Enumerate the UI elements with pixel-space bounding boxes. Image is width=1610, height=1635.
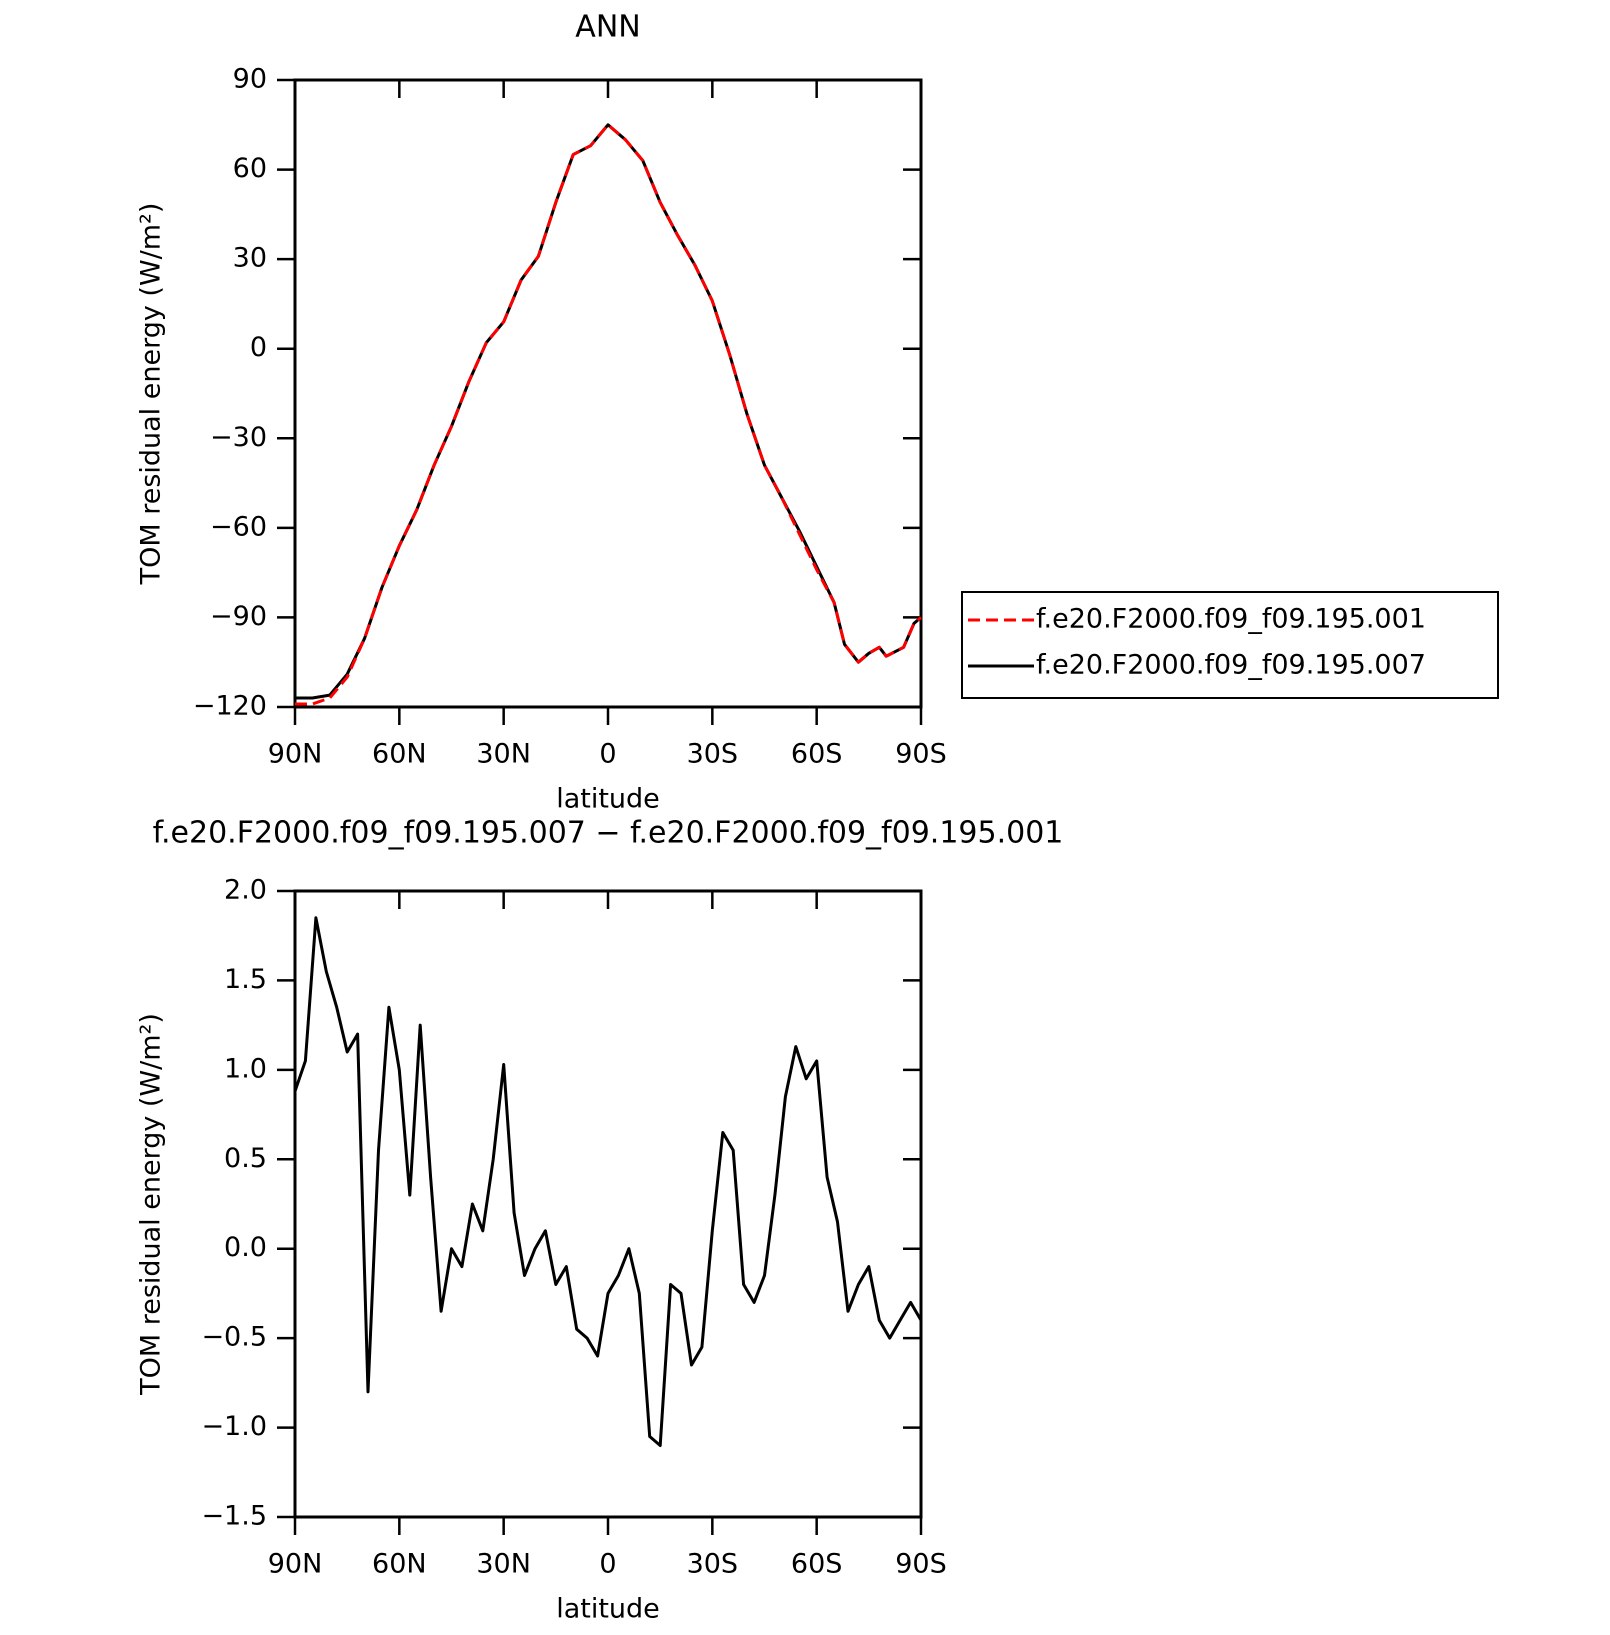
chart-title: f.e20.F2000.f09_f09.195.007 − f.e20.F200… <box>153 816 1064 851</box>
x-tick-label: 30N <box>476 1549 531 1580</box>
x-tick-label: 60S <box>791 739 843 770</box>
x-tick-label: 60N <box>372 1549 427 1580</box>
legend-box <box>961 591 1499 699</box>
y-tick-label: 0.0 <box>224 1232 267 1263</box>
data-line <box>295 123 922 700</box>
x-axis-label: latitude <box>556 784 660 815</box>
y-tick-label: 2.0 <box>224 875 267 906</box>
y-tick-label: 60 <box>233 153 267 184</box>
x-tick-label: 60N <box>372 739 427 770</box>
y-tick-label: 0.5 <box>224 1143 267 1174</box>
legend-label: f.e20.F2000.f09_f09.195.007 <box>1036 650 1426 681</box>
x-tick-label: 0 <box>599 1549 616 1580</box>
y-axis-label: TOM residual energy (W/m²) <box>136 203 167 586</box>
y-tick-label: −60 <box>210 511 267 542</box>
plot-frame <box>293 78 923 709</box>
x-tick-label: 0 <box>599 739 616 770</box>
x-tick-label: 30N <box>476 739 531 770</box>
y-tick-label: 90 <box>233 64 267 95</box>
y-tick-label: −1.0 <box>201 1411 267 1442</box>
y-tick-label: 1.0 <box>224 1053 267 1084</box>
x-tick-label: 30S <box>687 739 739 770</box>
x-tick-label: 90S <box>895 739 947 770</box>
y-tick-label: −90 <box>210 601 267 632</box>
y-tick-label: −1.5 <box>201 1501 267 1532</box>
y-tick-label: 30 <box>233 243 267 274</box>
y-axis-label: TOM residual energy (W/m²) <box>136 1013 167 1396</box>
x-axis-label: latitude <box>556 1594 660 1625</box>
chart-title: ANN <box>575 10 640 45</box>
x-tick-label: 90N <box>268 739 323 770</box>
y-tick-label: 0 <box>250 332 267 363</box>
x-tick-label: 90S <box>895 1549 947 1580</box>
y-tick-label: −30 <box>210 422 267 453</box>
y-tick-label: −120 <box>193 691 267 722</box>
x-tick-label: 30S <box>687 1549 739 1580</box>
x-tick-label: 60S <box>791 1549 843 1580</box>
y-tick-label: 1.5 <box>224 964 267 995</box>
legend-label: f.e20.F2000.f09_f09.195.001 <box>1036 604 1426 635</box>
data-line <box>293 916 923 1447</box>
plot-frame <box>293 889 923 1519</box>
data-line <box>295 123 922 706</box>
x-tick-label: 90N <box>268 1549 323 1580</box>
y-tick-label: −0.5 <box>201 1322 267 1353</box>
